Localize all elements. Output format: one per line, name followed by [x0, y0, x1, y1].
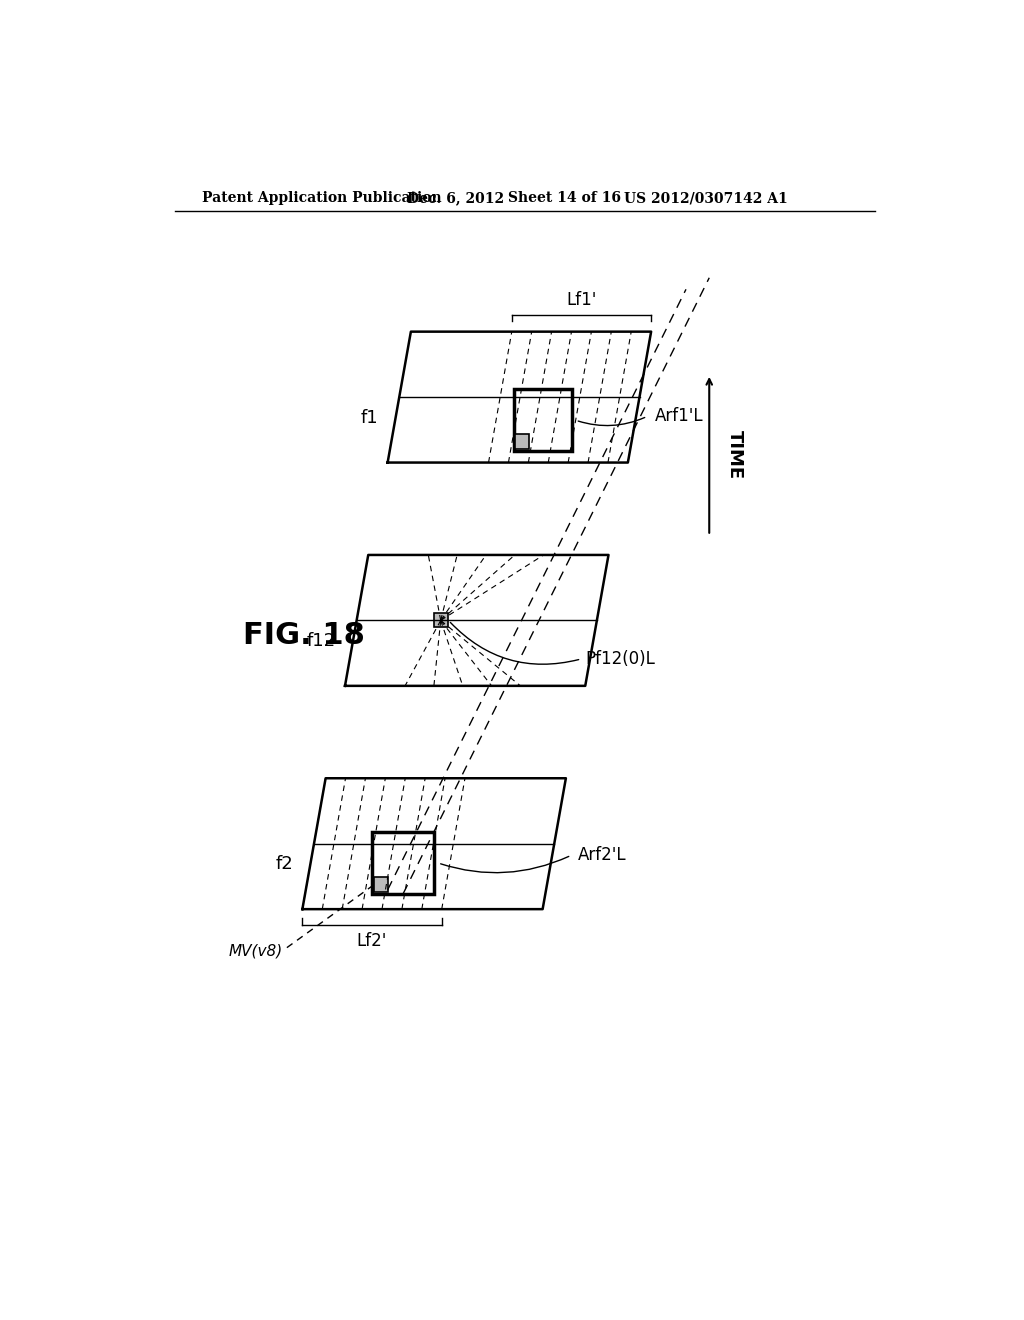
Text: Arf1'L: Arf1'L	[655, 408, 703, 425]
Text: Dec. 6, 2012: Dec. 6, 2012	[407, 191, 504, 206]
Bar	[515, 434, 529, 449]
Text: Arf2'L: Arf2'L	[578, 846, 626, 865]
Text: Lf2': Lf2'	[356, 932, 387, 950]
Text: Sheet 14 of 16: Sheet 14 of 16	[508, 191, 621, 206]
Text: f2: f2	[275, 855, 293, 874]
Text: FIG. 18: FIG. 18	[243, 622, 365, 651]
Text: TIME: TIME	[726, 430, 744, 479]
Bar	[372, 832, 434, 894]
Text: MV(v8): MV(v8)	[228, 944, 283, 960]
Text: Pf12(0)L: Pf12(0)L	[586, 649, 655, 668]
Text: Lf1': Lf1'	[566, 290, 597, 309]
Text: Patent Application Publication: Patent Application Publication	[202, 191, 441, 206]
Bar	[374, 876, 388, 892]
Text: f12: f12	[306, 632, 336, 649]
Text: f1: f1	[360, 409, 378, 426]
Text: US 2012/0307142 A1: US 2012/0307142 A1	[624, 191, 787, 206]
Bar	[434, 614, 447, 627]
Bar	[514, 389, 571, 451]
